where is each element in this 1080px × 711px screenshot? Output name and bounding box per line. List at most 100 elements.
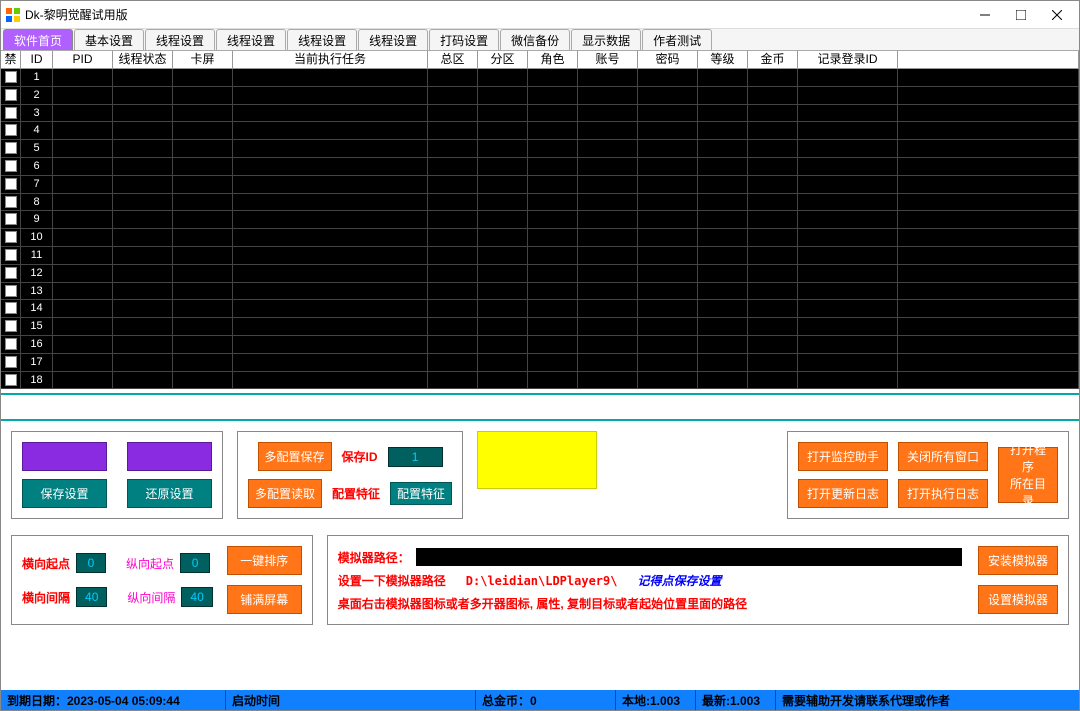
- zg-value[interactable]: 40: [181, 587, 212, 607]
- table-row[interactable]: 18: [1, 372, 1079, 389]
- table-row[interactable]: 11: [1, 247, 1079, 265]
- table-row[interactable]: 10: [1, 229, 1079, 247]
- table-row[interactable]: 12: [1, 265, 1079, 283]
- col-header-11[interactable]: 等级: [698, 51, 748, 68]
- row-checkbox[interactable]: [5, 213, 17, 225]
- tab-3[interactable]: 线程设置: [216, 29, 286, 50]
- row-checkbox[interactable]: [5, 142, 17, 154]
- row-checkbox[interactable]: [5, 71, 17, 83]
- tab-bar: 软件首页基本设置线程设置线程设置线程设置线程设置打码设置微信备份显示数据作者测试: [1, 29, 1079, 51]
- set-path-label: 设置一下模拟器路径: [338, 572, 446, 589]
- row-checkbox[interactable]: [5, 160, 17, 172]
- sort-button[interactable]: 一键排序: [227, 546, 302, 575]
- col-header-0[interactable]: 禁: [1, 51, 21, 68]
- row-checkbox[interactable]: [5, 285, 17, 297]
- row-checkbox[interactable]: [5, 267, 17, 279]
- col-header-3[interactable]: 线程状态: [113, 51, 173, 68]
- hx-label: 横向起点: [22, 555, 70, 572]
- row-checkbox[interactable]: [5, 356, 17, 368]
- row-checkbox[interactable]: [5, 107, 17, 119]
- yellow-placeholder[interactable]: [477, 431, 597, 489]
- tab-9[interactable]: 作者测试: [642, 29, 712, 50]
- table-row[interactable]: 2: [1, 87, 1079, 105]
- row-checkbox[interactable]: [5, 338, 17, 350]
- hx-value[interactable]: 0: [76, 553, 106, 573]
- table-row[interactable]: 8: [1, 194, 1079, 212]
- open-program-dir-button[interactable]: 打开程序 所在目录: [998, 447, 1058, 503]
- tab-0[interactable]: 软件首页: [3, 29, 73, 50]
- col-header-13[interactable]: 记录登录ID: [798, 51, 898, 68]
- tab-2[interactable]: 线程设置: [145, 29, 215, 50]
- minimize-button[interactable]: [967, 3, 1003, 27]
- close-all-windows-button[interactable]: 关闭所有窗口: [898, 442, 988, 471]
- install-emu-button[interactable]: 安装模拟器: [978, 546, 1058, 575]
- tab-4[interactable]: 线程设置: [287, 29, 357, 50]
- table-row[interactable]: 14: [1, 300, 1079, 318]
- tile-button[interactable]: 铺满屏幕: [227, 585, 302, 614]
- tab-7[interactable]: 微信备份: [500, 29, 570, 50]
- col-header-1[interactable]: ID: [21, 51, 53, 68]
- table-header: 禁IDPID线程状态卡屏当前执行任务总区分区角色账号密码等级金币记录登录ID: [1, 51, 1079, 69]
- open-exec-log-button[interactable]: 打开执行日志: [898, 479, 988, 508]
- open-monitor-button[interactable]: 打开监控助手: [798, 442, 888, 471]
- table-row[interactable]: 1: [1, 69, 1079, 87]
- col-header-5[interactable]: 当前执行任务: [233, 51, 428, 68]
- multi-save-button[interactable]: 多配置保存: [258, 442, 332, 471]
- table-row[interactable]: 17: [1, 354, 1079, 372]
- tab-5[interactable]: 线程设置: [358, 29, 428, 50]
- zx-label: 纵向起点: [126, 555, 174, 572]
- table-row[interactable]: 6: [1, 158, 1079, 176]
- feature-button[interactable]: 配置特征: [390, 482, 452, 505]
- col-header-2[interactable]: PID: [53, 51, 113, 68]
- row-checkbox[interactable]: [5, 302, 17, 314]
- app-icon: [5, 7, 21, 23]
- col-header-12[interactable]: 金币: [748, 51, 798, 68]
- table-row[interactable]: 16: [1, 336, 1079, 354]
- save-id-label: 保存ID: [342, 448, 378, 465]
- col-header-9[interactable]: 账号: [578, 51, 638, 68]
- row-checkbox[interactable]: [5, 89, 17, 101]
- tab-8[interactable]: 显示数据: [571, 29, 641, 50]
- multi-load-button[interactable]: 多配置读取: [248, 479, 322, 508]
- table-row[interactable]: 15: [1, 318, 1079, 336]
- row-checkbox[interactable]: [5, 196, 17, 208]
- col-header-6[interactable]: 总区: [428, 51, 478, 68]
- zx-value[interactable]: 0: [180, 553, 210, 573]
- row-checkbox[interactable]: [5, 374, 17, 386]
- row-checkbox[interactable]: [5, 249, 17, 261]
- stop-all-button[interactable]: 停止全部: [127, 442, 212, 471]
- row-checkbox[interactable]: [5, 231, 17, 243]
- emu-path-label: 模拟器路径：: [338, 549, 410, 566]
- save-id-value[interactable]: 1: [388, 447, 443, 467]
- table-row[interactable]: 7: [1, 176, 1079, 194]
- set-emu-button[interactable]: 设置模拟器: [978, 585, 1058, 614]
- save-settings-button[interactable]: 保存设置: [22, 479, 107, 508]
- table-row[interactable]: 4: [1, 122, 1079, 140]
- maximize-button[interactable]: [1003, 3, 1039, 27]
- col-header-4[interactable]: 卡屏: [173, 51, 233, 68]
- emu-path-input[interactable]: [416, 548, 962, 566]
- status-bar: 到期日期：2023-05-04 05:09:44 启动时间 总金币：0 本地:1…: [1, 690, 1079, 710]
- status-expiry: 到期日期：2023-05-04 05:09:44: [1, 690, 226, 710]
- row-checkbox[interactable]: [5, 124, 17, 136]
- hg-value[interactable]: 40: [76, 587, 107, 607]
- tab-6[interactable]: 打码设置: [429, 29, 499, 50]
- status-latest: 最新:1.003: [696, 690, 776, 710]
- table-row[interactable]: 13: [1, 283, 1079, 301]
- table-row[interactable]: 5: [1, 140, 1079, 158]
- table-row[interactable]: 3: [1, 105, 1079, 123]
- restore-settings-button[interactable]: 还原设置: [127, 479, 212, 508]
- titlebar: Dk-黎明觉醒试用版: [1, 1, 1079, 29]
- close-button[interactable]: [1039, 3, 1075, 27]
- start-all-button[interactable]: 启动全部: [22, 442, 107, 471]
- col-header-7[interactable]: 分区: [478, 51, 528, 68]
- col-header-10[interactable]: 密码: [638, 51, 698, 68]
- tab-1[interactable]: 基本设置: [74, 29, 144, 50]
- row-checkbox[interactable]: [5, 320, 17, 332]
- table-body[interactable]: 123456789101112131415161718: [1, 69, 1079, 389]
- col-header-8[interactable]: 角色: [528, 51, 578, 68]
- row-checkbox[interactable]: [5, 178, 17, 190]
- emu-path-value: D:\leidian\LDPlayer9\: [466, 574, 618, 588]
- open-update-log-button[interactable]: 打开更新日志: [798, 479, 888, 508]
- table-row[interactable]: 9: [1, 211, 1079, 229]
